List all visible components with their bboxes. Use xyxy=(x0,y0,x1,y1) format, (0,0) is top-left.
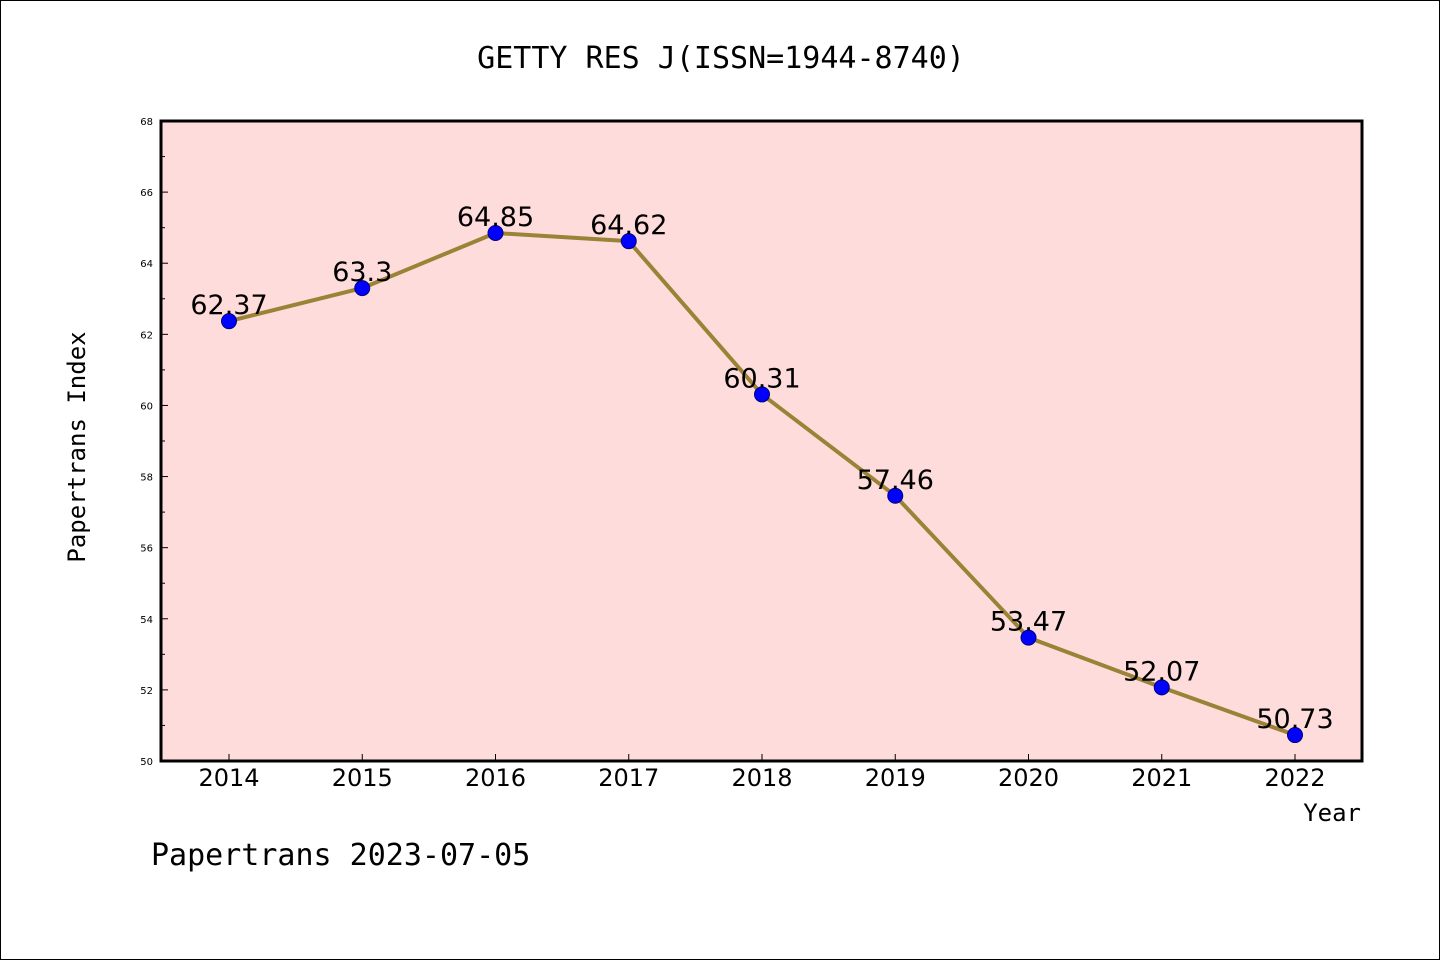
y-tick-label: 68 xyxy=(140,117,153,128)
x-tick-label: 2021 xyxy=(1131,764,1192,792)
x-tick-label: 2017 xyxy=(598,764,659,792)
y-tick-label: 54 xyxy=(140,615,153,626)
data-label: 64.85 xyxy=(457,202,534,233)
x-axis-title: Year xyxy=(1303,799,1361,827)
data-label: 62.37 xyxy=(190,290,267,321)
x-tick-label: 2015 xyxy=(332,764,393,792)
data-label: 52.07 xyxy=(1123,656,1200,687)
data-point-marker xyxy=(487,225,504,241)
x-tick-label: 2014 xyxy=(198,764,259,792)
footer-credit: Papertrans 2023-07-05 xyxy=(151,838,530,873)
plot-area xyxy=(161,121,1362,761)
x-axis: 2014 2015 2016 2017 2018 2019 2020 2021 2022 xyxy=(198,754,1326,792)
data-label: 63.3 xyxy=(332,257,392,288)
data-label: 60.31 xyxy=(723,363,800,394)
data-label: 53.47 xyxy=(990,607,1067,638)
y-tick-label: 64 xyxy=(140,259,153,270)
data-point-marker xyxy=(620,233,637,250)
data-label: 64.62 xyxy=(590,210,667,241)
y-tick-label: 66 xyxy=(140,188,153,199)
x-tick-label: 2019 xyxy=(865,764,926,792)
data-label: 50.73 xyxy=(1256,704,1333,735)
data-labels-group: 62.37 63.3 64.85 64.62 60.31 57.46 53.47 52.07 5… xyxy=(190,202,1333,735)
data-point-marker xyxy=(754,386,770,403)
y-tick-label: 52 xyxy=(140,686,153,697)
x-tick-label: 2016 xyxy=(465,764,526,792)
data-point-marker xyxy=(354,280,371,297)
series-markers-group xyxy=(221,225,1303,744)
x-tick-label: 2020 xyxy=(998,764,1059,792)
data-point-marker xyxy=(1020,629,1037,646)
data-label: 57.46 xyxy=(857,465,934,496)
y-tick-label: 50 xyxy=(140,757,153,768)
x-tick-label: 2018 xyxy=(731,764,792,792)
y-tick-label: 62 xyxy=(140,330,153,341)
y-tick-label: 56 xyxy=(140,544,153,555)
data-point-marker xyxy=(887,487,904,504)
y-tick-label: 58 xyxy=(140,473,153,484)
data-point-marker xyxy=(1287,727,1303,744)
plot-frame xyxy=(159,119,1364,763)
chart-title: GETTY RES J(ISSN=1944-8740) xyxy=(477,41,965,76)
y-tick-label: 60 xyxy=(140,401,153,412)
y-axis-title: Papertrans Index xyxy=(63,331,91,562)
data-point-marker xyxy=(1153,679,1170,696)
data-point-marker xyxy=(221,313,237,330)
x-tick-label: 2022 xyxy=(1264,764,1325,792)
